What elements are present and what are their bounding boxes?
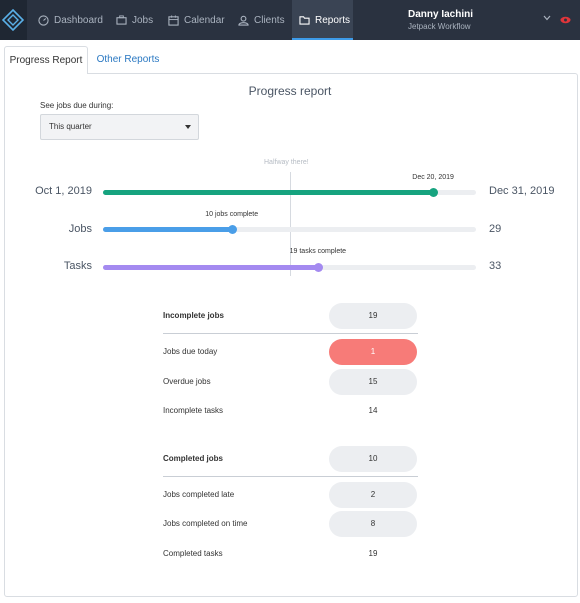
jobs-completed-late-count[interactable]: 2 [329,482,417,508]
nav-jobs-label: Jobs [132,14,154,26]
dashboard-icon [38,14,49,26]
tasks-label: Tasks [63,260,92,272]
tasks-complete-label: 19 tasks complete [289,248,347,255]
start-date: Oct 1, 2019 [35,185,92,197]
completed-tasks-row: Completed tasks 19 [163,541,418,567]
user-menu[interactable]: Danny Iachini Jetpack Workflow [408,10,473,31]
jobs-completed-on-time-row: Jobs completed on time 8 [163,511,418,537]
user-org: Jetpack Workflow [408,22,471,31]
folder-icon [299,16,310,25]
briefcase-icon [116,15,127,25]
diamond-logo-icon [2,9,24,31]
nav-dashboard-label: Dashboard [54,14,103,26]
tab-progress-report[interactable]: Progress Report [4,46,88,74]
eye-icon[interactable] [560,16,571,24]
tab-other-reports[interactable]: Other Reports [96,54,160,65]
jobs-completed-on-time-count[interactable]: 8 [329,511,417,537]
overdue-jobs-label: Overdue jobs [163,377,211,386]
top-nav: Dashboard Jobs Calendar Clients Reports … [0,0,580,40]
nav-reports-label: Reports [315,14,351,26]
jobs-due-today-label: Jobs due today [163,347,218,356]
halfway-marker [290,172,291,276]
incomplete-tasks-count: 14 [368,406,378,415]
jobs-total: 29 [489,223,502,235]
tasks-fill [103,265,318,270]
page-title: Progress report [248,84,332,98]
nav-calendar[interactable]: Calendar [168,0,225,40]
overdue-jobs-count[interactable]: 15 [329,369,417,395]
jobs-due-today-row: Jobs due today 1 [163,339,418,365]
period-select[interactable]: This quarter [40,114,199,140]
end-date: Dec 31, 2019 [489,185,555,197]
jobs-completed-late-row: Jobs completed late 2 [163,482,418,508]
tasks-dot [313,263,323,272]
incomplete-jobs-row: Incomplete jobs 19 [163,303,418,329]
incomplete-divider [163,333,418,334]
nav-clients[interactable]: Clients [238,0,285,40]
overdue-jobs-row: Overdue jobs 15 [163,369,418,395]
halfway-label: Halfway there! [264,159,309,166]
completed-jobs-count[interactable]: 10 [329,446,417,472]
report-tabs: Progress Report Other Reports [0,46,580,74]
completed-tasks-count: 19 [368,549,378,558]
jobs-completed-on-time-label: Jobs completed on time [163,519,248,528]
jobs-complete-label: 10 jobs complete [205,211,259,218]
nav-jobs[interactable]: Jobs [116,0,153,40]
jobs-due-today-count[interactable]: 1 [329,339,417,365]
jobs-label: Jobs [68,223,92,235]
jobs-track: 10 jobs complete [103,211,476,234]
date-fill [103,190,434,195]
incomplete-jobs-label: Incomplete jobs [163,311,224,320]
tasks-track: 19 tasks complete [103,248,476,272]
nav-calendar-label: Calendar [184,14,225,26]
jobs-completed-late-label: Jobs completed late [163,490,235,499]
completed-divider [163,476,418,477]
incomplete-jobs-count[interactable]: 19 [329,303,417,329]
calendar-icon [168,14,179,26]
app-logo[interactable] [0,0,27,40]
jobs-fill [103,227,232,232]
incomplete-tasks-row: Incomplete tasks 14 [163,398,418,424]
filter-label: See jobs due during: [40,101,114,110]
user-name: Danny Iachini [408,9,474,20]
completed-tasks-label: Completed tasks [163,549,223,558]
period-select-value: This quarter [49,122,92,131]
jobs-dot [227,225,237,234]
completed-jobs-label: Completed jobs [163,454,224,463]
current-date-label: Dec 20, 2019 [412,174,454,181]
caret-down-icon [185,125,191,129]
report-panel [4,73,578,597]
date-track: Dec 20, 2019 [103,174,476,197]
chevron-down-icon[interactable] [543,15,551,21]
incomplete-tasks-label: Incomplete tasks [163,406,224,415]
nav-clients-label: Clients [254,14,285,26]
completed-jobs-row: Completed jobs 10 [163,446,418,472]
nav-reports[interactable]: Reports [292,0,353,40]
date-dot [429,188,439,197]
tasks-total: 33 [489,260,502,272]
nav-dashboard[interactable]: Dashboard [38,0,103,40]
user-icon [238,15,249,26]
